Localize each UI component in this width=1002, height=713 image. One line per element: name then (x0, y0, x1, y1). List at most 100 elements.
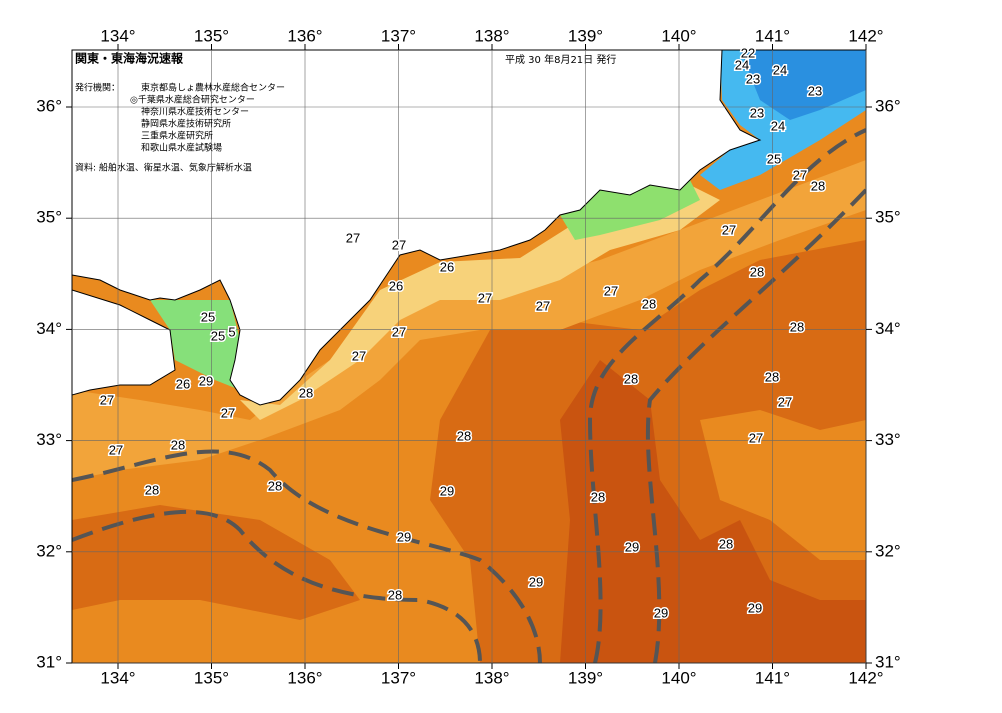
contour-label: 27 (392, 237, 406, 252)
issue-date: 平成 30 年8月21日 発行 (505, 53, 616, 66)
contour-label: 23 (750, 105, 764, 120)
lon-label: 141° (755, 668, 790, 687)
issuer: 三重県水産研究所 (141, 130, 213, 142)
contour-label: 28 (268, 478, 282, 493)
contour-label: 27 (478, 290, 492, 305)
contour-label: 25 (767, 151, 781, 166)
lon-label: 141° (755, 26, 790, 45)
lon-label: 137° (381, 668, 416, 687)
contour-label: 29 (654, 605, 668, 620)
issuer: 和歌山県水産試験場 (141, 142, 222, 154)
sea-29 (560, 360, 866, 663)
contour-label: 27 (536, 298, 550, 313)
sea-25 (150, 300, 245, 390)
contour-label: 29 (397, 529, 411, 544)
lon-label: 137° (381, 26, 416, 45)
contour-label: 28 (750, 264, 764, 279)
lon-label: 138° (474, 26, 509, 45)
lon-label: 140° (661, 26, 696, 45)
contour-label: 27 (392, 324, 406, 339)
lat-label: 31° (36, 652, 62, 671)
lon-label: 140° (661, 668, 696, 687)
lon-label: 135° (194, 26, 229, 45)
lon-label: 136° (287, 668, 322, 687)
issuer: ◎千葉県水産総合研究センター (130, 94, 255, 106)
contour-label: 26 (389, 278, 403, 293)
contour-label: 28 (299, 385, 313, 400)
lat-label: 33° (875, 430, 901, 449)
contour-label: 28 (457, 428, 471, 443)
contour-label: 29 (625, 539, 639, 554)
contour-label: 27 (778, 394, 792, 409)
contour-label: 24 (735, 57, 749, 72)
contour-label: 25 (201, 309, 215, 324)
contour-label: 27 (221, 405, 235, 420)
contour-label: 5 (228, 324, 235, 339)
contour-label: 27 (604, 283, 618, 298)
lat-label: 33° (36, 430, 62, 449)
lon-label: 138° (474, 668, 509, 687)
contour-label: 23 (808, 83, 822, 98)
lon-label: 135° (194, 668, 229, 687)
lon-label: 139° (568, 668, 603, 687)
lat-label: 35° (36, 208, 62, 227)
lat-label: 36° (875, 96, 901, 115)
contour-label: 28 (790, 319, 804, 334)
issuer: 東京都島しょ農林水産総合センター (141, 82, 285, 94)
contour-label: 29 (748, 600, 762, 615)
issuer-label: 発行機関： (75, 82, 120, 94)
contour-label: 22 (741, 45, 755, 60)
sea-26-27 (240, 185, 720, 420)
lat-label: 36° (36, 96, 62, 115)
land-shikoku (72, 289, 176, 396)
lon-label: 142° (848, 26, 883, 45)
contour-label: 29 (199, 373, 213, 388)
contour-label: 27 (346, 230, 360, 245)
contour-label: 26 (440, 259, 454, 274)
contour-label: 23 (746, 71, 760, 86)
contour-label: 28 (624, 371, 638, 386)
lat-label: 35° (875, 208, 901, 227)
lon-label: 136° (287, 26, 322, 45)
contour-label: 28 (388, 587, 402, 602)
lat-label: 32° (875, 541, 901, 560)
contour-label: 26 (176, 376, 190, 391)
lat-label: 32° (36, 541, 62, 560)
lon-label: 134° (100, 26, 135, 45)
contour-label: 28 (719, 536, 733, 551)
contour-label: 28 (811, 178, 825, 193)
contour-label: 28 (765, 369, 779, 384)
contour-label: 28 (171, 437, 185, 452)
issuer: 神奈川県水産技術センター (141, 106, 249, 118)
contour-label: 27 (749, 430, 763, 445)
contour-label: 25 (211, 328, 225, 343)
lon-label: 139° (568, 26, 603, 45)
lat-label: 31° (875, 652, 901, 671)
contour-label: 28 (145, 482, 159, 497)
land-honshu (72, 50, 762, 406)
contour-label: 28 (642, 296, 656, 311)
data-source: 資料: 船舶水温、衛星水温、気象庁解析水温 (75, 162, 252, 174)
map-title: 関東・東海海況速報 (75, 51, 184, 66)
lon-label: 142° (848, 668, 883, 687)
sea-22-23 (740, 50, 866, 120)
lat-label: 34° (875, 319, 901, 338)
contour-label: 27 (793, 167, 807, 182)
contour-label: 27 (352, 348, 366, 363)
sea-28-5 (72, 505, 360, 620)
contour-label: 27 (100, 392, 114, 407)
contour-label: 29 (440, 483, 454, 498)
issuer: 静岡県水産技術研究所 (141, 118, 231, 130)
lat-label: 34° (36, 319, 62, 338)
lon-label: 134° (100, 668, 135, 687)
contour-label: 29 (529, 574, 543, 589)
sea-27 (72, 160, 866, 480)
contour-label: 28 (591, 489, 605, 504)
current-axis (72, 128, 866, 663)
contour-label: 24 (773, 62, 787, 77)
map-area (72, 50, 866, 663)
contour-label: 27 (722, 222, 736, 237)
contour-label: 24 (771, 118, 785, 133)
contour-label: 27 (109, 442, 123, 457)
